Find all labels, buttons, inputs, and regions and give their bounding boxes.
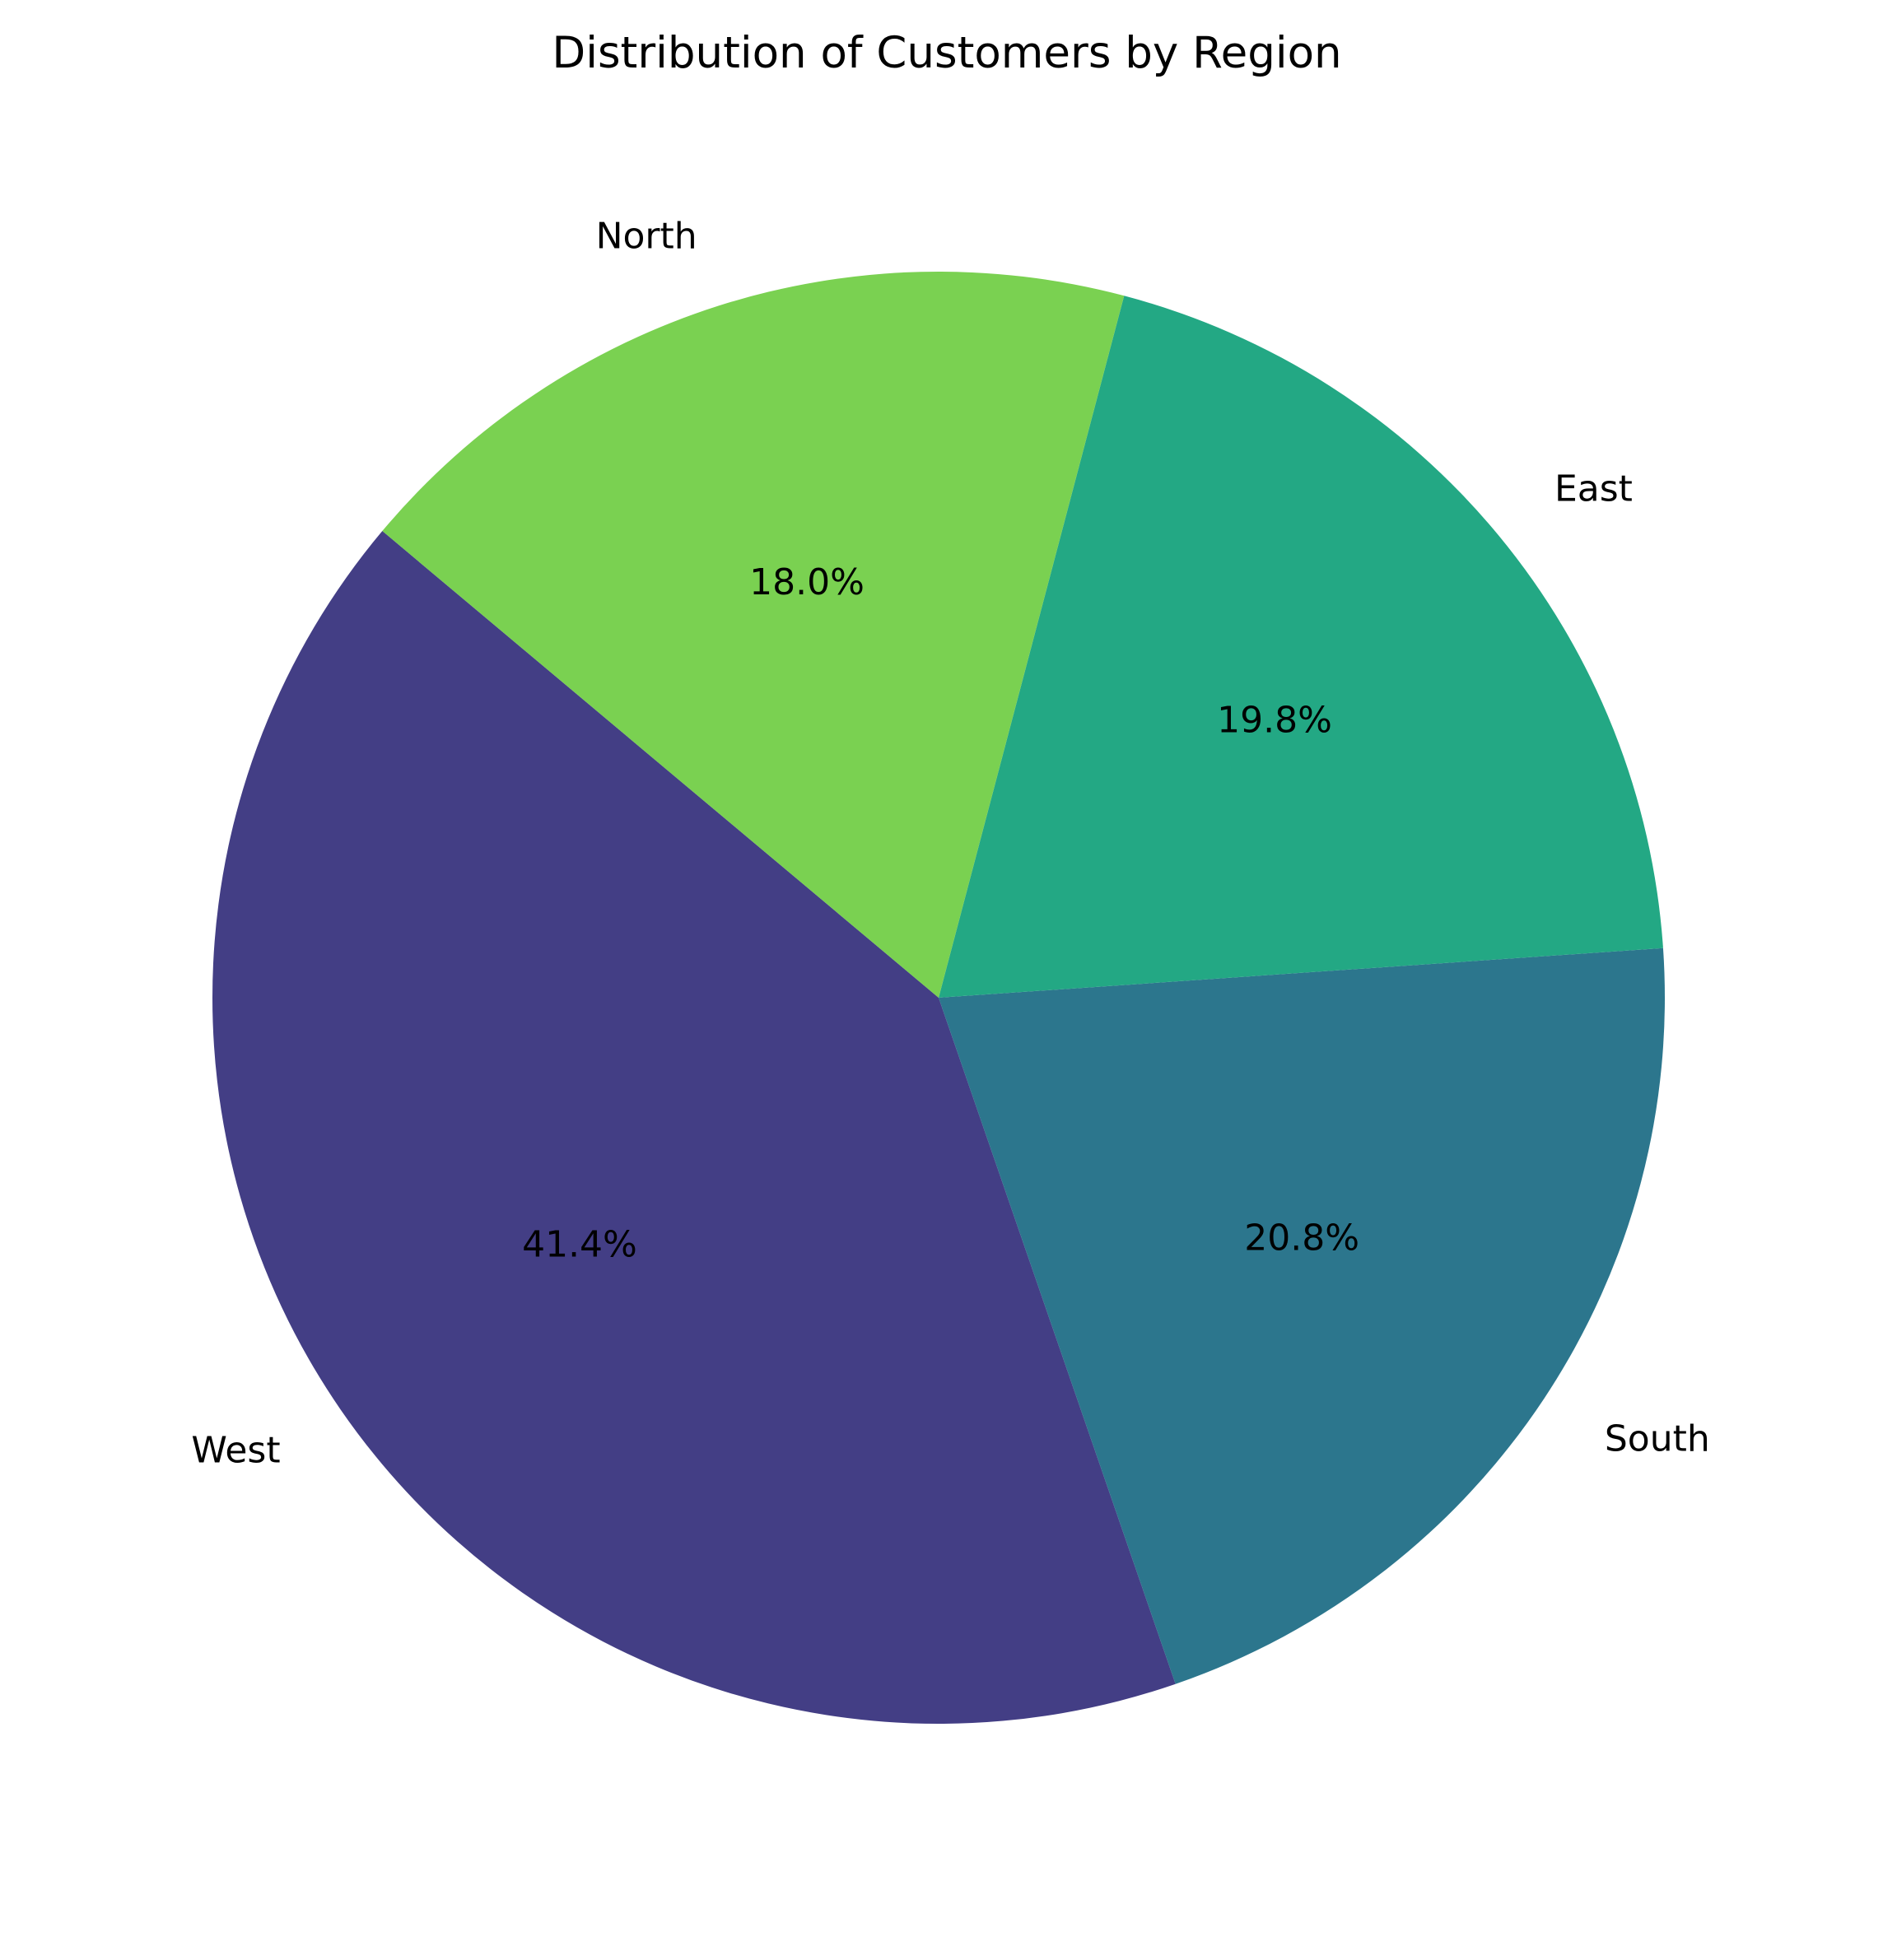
- pie-labels: West 41.4% South 20.8% East 19.8% North 18.0%: [191, 216, 1709, 1472]
- slice-label-north: North: [596, 216, 697, 258]
- slice-label-west: West: [191, 1429, 280, 1471]
- slice-percent-south: 20.8%: [1244, 1217, 1359, 1259]
- pie-slices: [212, 272, 1665, 1725]
- slice-percent-north: 18.0%: [749, 561, 865, 603]
- pie-slice-south: [939, 947, 1665, 1684]
- pie-slice-west: [212, 531, 1176, 1725]
- slice-percent-west: 41.4%: [522, 1223, 637, 1265]
- chart-title: Distribution of Customers by Region: [552, 28, 1341, 78]
- slice-label-south: South: [1605, 1418, 1710, 1460]
- slice-label-east: East: [1554, 468, 1633, 510]
- pie-slice-east: [939, 296, 1663, 998]
- pie-slice-north: [382, 272, 1125, 998]
- slice-percent-east: 19.8%: [1217, 699, 1332, 741]
